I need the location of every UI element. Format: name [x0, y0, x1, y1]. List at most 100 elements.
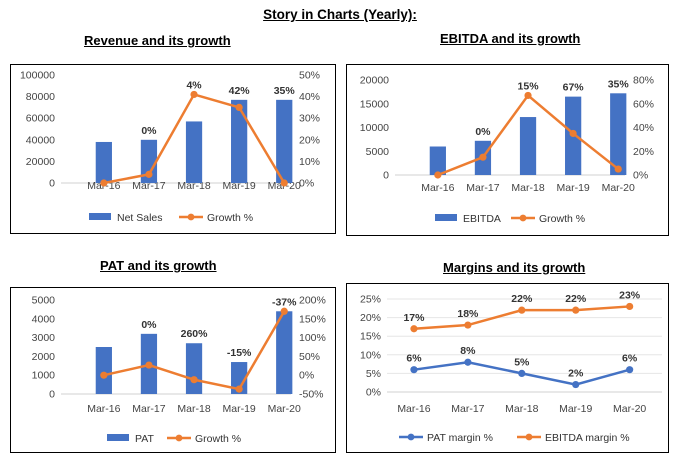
margins-point	[410, 325, 418, 333]
margins-data-label: 17%	[403, 312, 425, 324]
margins-legend-label: PAT margin %	[427, 432, 493, 444]
revenue-point	[280, 179, 288, 187]
pat-legend-label: Growth %	[195, 433, 241, 445]
margins-category-label: Mar-16	[397, 403, 430, 415]
revenue-legend-label: Net Sales	[117, 212, 163, 224]
revenue-right-tick-label: 30%	[299, 113, 320, 125]
revenue-left-tick-label: 0	[49, 178, 55, 190]
ebitda-category-label: Mar-18	[511, 182, 544, 194]
pat-left-tick-label: 0	[49, 389, 55, 401]
margins-left-tick-label: 5%	[366, 368, 381, 380]
ebitda-data-label: 15%	[518, 80, 540, 92]
ebitda-legend-label: EBITDA	[463, 213, 501, 225]
margins-left-tick-label: 25%	[360, 294, 381, 306]
pat-left-tick-label: 4000	[32, 313, 56, 325]
ebitda-category-label: Mar-19	[557, 182, 590, 194]
margins-data-label: 6%	[622, 353, 638, 365]
pat-right-tick-label: 100%	[299, 332, 326, 344]
margins-category-label: Mar-20	[613, 403, 646, 415]
ebitda-category-label: Mar-16	[421, 182, 454, 194]
margins-data-label: 18%	[457, 308, 479, 320]
revenue-bar	[185, 121, 203, 183]
revenue-chart-svg: 0 20000 40000 60000 80000 100000 0% 10% 20% 30% 40…	[20, 70, 320, 225]
ebitda-bar	[519, 117, 537, 175]
revenue-category-label: Mar-17	[132, 180, 165, 192]
margins-data-label: 6%	[406, 353, 422, 365]
pat-category-label: Mar-19	[223, 403, 256, 415]
ebitda-chart-svg: 0 5000 10000 15000 20000 0% 20% 40% 60% 80% Mar-16…	[360, 75, 654, 226]
revenue-left-tick-label: 80000	[26, 91, 55, 103]
pat-left-tick-label: 5000	[32, 295, 56, 307]
margins-point	[464, 321, 472, 329]
pat-left-tick-label: 2000	[32, 351, 56, 363]
pat-data-label: 0%	[141, 319, 157, 331]
pat-right-tick-label: -50%	[299, 389, 324, 401]
revenue-bar	[276, 99, 293, 183]
pat-bar	[185, 343, 203, 394]
pat-point	[280, 307, 288, 315]
revenue-left-tick-label: 20000	[26, 156, 55, 168]
pat-left-tick-label: 3000	[32, 332, 56, 344]
revenue-chart: 0 20000 40000 60000 80000 100000 0% 10% 20% 30% 40…	[10, 64, 336, 234]
pat-data-label: -37%	[272, 296, 297, 308]
margins-chart-svg: 0% 5% 10% 15% 20% 25% Mar-16 Mar-17 Mar-18 Mar-19…	[360, 289, 662, 444]
margins-point	[626, 366, 634, 374]
revenue-right-tick-label: 40%	[299, 91, 320, 103]
ebitda-data-label: 0%	[475, 126, 491, 138]
margins-point	[572, 306, 580, 314]
pat-legend-marker	[175, 434, 183, 442]
ebitda-right-tick-label: 80%	[633, 75, 654, 87]
ebitda-right-tick-label: 0%	[633, 170, 648, 182]
ebitda-left-tick-label: 20000	[360, 75, 389, 87]
revenue-bar	[95, 141, 112, 183]
pat-category-label: Mar-20	[268, 403, 301, 415]
revenue-point	[235, 103, 243, 111]
revenue-legend-swatch	[89, 213, 111, 220]
ebitda-legend-label: Growth %	[539, 213, 585, 225]
margins-legend-marker	[407, 433, 415, 441]
revenue-point	[190, 90, 198, 99]
margins-point	[410, 366, 418, 374]
margins-point	[518, 369, 526, 377]
pat-data-label: -15%	[227, 347, 252, 359]
margins-point	[464, 358, 472, 366]
ebitda-bar	[610, 93, 627, 175]
ebitda-bar	[429, 146, 446, 175]
margins-category-label: Mar-18	[505, 403, 538, 415]
pat-data-label: 260%	[181, 328, 209, 340]
margins-chart: 0% 5% 10% 15% 20% 25% Mar-16 Mar-17 Mar-18 Mar-19…	[346, 283, 669, 453]
revenue-right-tick-label: 0%	[299, 178, 314, 190]
pat-category-label: Mar-18	[177, 403, 210, 415]
ebitda-right-tick-label: 20%	[633, 146, 654, 158]
pat-point	[145, 361, 153, 369]
ebitda-point	[569, 129, 577, 138]
margins-point	[626, 302, 634, 311]
margins-data-label: 8%	[460, 345, 476, 357]
pat-category-label: Mar-16	[87, 403, 120, 415]
margins-legend-marker	[525, 433, 533, 441]
margins-data-label: 2%	[568, 368, 584, 380]
pat-legend-label: PAT	[135, 433, 154, 445]
pat-point	[100, 371, 108, 379]
revenue-left-tick-label: 100000	[20, 70, 55, 82]
pat-bar	[231, 362, 248, 394]
pat-right-tick-label: 150%	[299, 313, 326, 325]
margins-category-label: Mar-19	[559, 403, 592, 415]
ebitda-legend-marker	[519, 214, 527, 222]
margins-data-label: 23%	[619, 289, 641, 301]
pat-chart-title: PAT and its growth	[100, 258, 217, 273]
pat-chart: 0 1000 2000 3000 4000 5000 -50% 0% 50% 100% 150% 20…	[10, 287, 336, 453]
margins-point	[572, 380, 580, 389]
margins-left-tick-label: 20%	[360, 312, 381, 324]
revenue-right-tick-label: 50%	[299, 70, 320, 82]
pat-bar	[276, 311, 293, 394]
ebitda-data-label: 67%	[563, 82, 585, 94]
ebitda-point	[434, 171, 442, 179]
pat-right-tick-label: 50%	[299, 351, 320, 363]
revenue-data-label: 35%	[274, 85, 296, 97]
revenue-left-tick-label: 40000	[26, 134, 55, 146]
pat-legend-swatch	[107, 434, 129, 441]
pat-point	[190, 376, 198, 384]
revenue-point	[100, 179, 108, 187]
margins-category-label: Mar-17	[451, 403, 484, 415]
